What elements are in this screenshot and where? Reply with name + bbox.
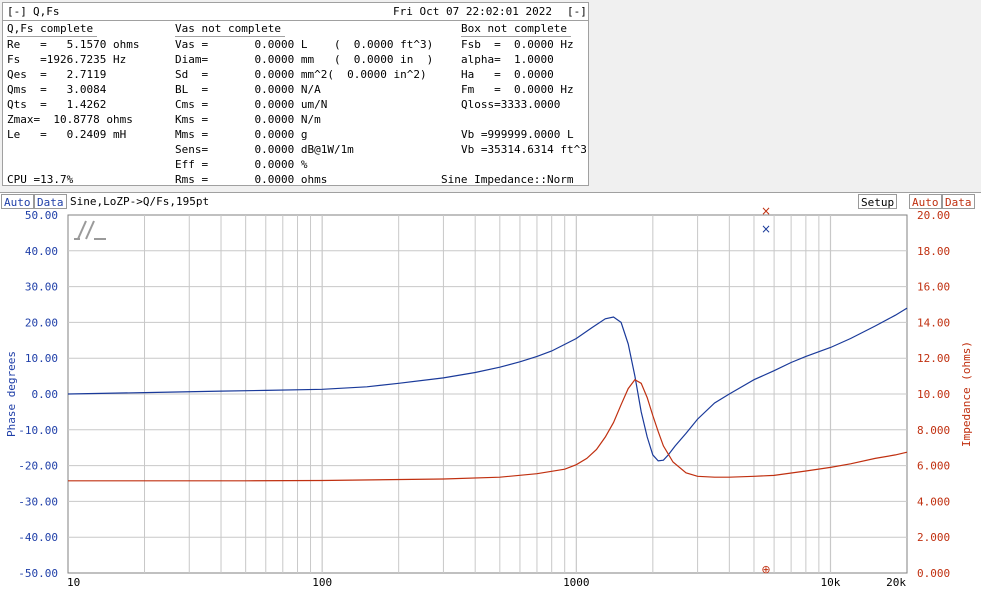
- cpu-readout: CPU =13.7%: [7, 173, 74, 186]
- left-tick-label: 30.00: [25, 281, 58, 294]
- x-tick-label: 10k: [821, 576, 841, 589]
- left-axis-title: Phase degrees: [5, 351, 18, 437]
- x-tick-label: 20k: [886, 576, 906, 589]
- right-tick-label: 8.000: [917, 424, 950, 437]
- right-tick-label: 16.00: [917, 281, 950, 294]
- vas-line: BL = 0.0000 N/A: [175, 83, 321, 96]
- box-header: Box not complete: [461, 22, 571, 37]
- vas-line: Sens= 0.0000 dB@1W/1m: [175, 143, 354, 156]
- left-data-button[interactable]: Data: [34, 194, 67, 209]
- left-tick-label: 50.00: [25, 209, 58, 222]
- left-tick-label: -20.00: [18, 460, 58, 473]
- box-line: alpha= 1.0000: [461, 53, 554, 66]
- vas-line: Rms = 0.0000 ohms: [175, 173, 328, 186]
- qfs-header: Q,Fs complete: [7, 22, 98, 37]
- left-tick-label: -30.00: [18, 495, 58, 508]
- left-tick-label: -40.00: [18, 531, 58, 544]
- mode-readout: Sine Impedance::Norm: [441, 173, 574, 186]
- box-line: Ha = 0.0000: [461, 68, 554, 81]
- vas-header: Vas not complete: [175, 22, 285, 37]
- right-tick-label: 10.00: [917, 388, 950, 401]
- qfs-line: Fs =1926.7235 Hz: [7, 53, 127, 66]
- setup-button[interactable]: Setup: [858, 194, 898, 209]
- right-axis-title: Impedance (ohms): [960, 341, 973, 447]
- right-tick-label: 0.000: [917, 567, 950, 580]
- right-data-button[interactable]: Data: [942, 194, 975, 209]
- plot-title: Sine,LoZP->Q/Fs,195pt: [70, 195, 210, 208]
- box-line: Vb =35314.6314 ft^3: [461, 143, 587, 156]
- box-line: Fm = 0.0000 Hz: [461, 83, 574, 96]
- qfs-line: Le = 0.2409 mH: [7, 128, 127, 141]
- right-auto-button[interactable]: Auto: [909, 194, 942, 209]
- phase-cursor-marker: ×: [761, 222, 771, 236]
- left-tick-label: 0.00: [32, 388, 59, 401]
- vas-line: Kms = 0.0000 N/m: [175, 113, 321, 126]
- right-tick-label: 20.00: [917, 209, 950, 222]
- left-tick-label: -50.00: [18, 567, 58, 580]
- x-tick-label: 100: [312, 576, 332, 589]
- box-line: Vb =999999.0000 L: [461, 128, 574, 141]
- right-tick-label: 12.00: [917, 352, 950, 365]
- window-title: Q,Fs: [33, 5, 60, 18]
- left-tick-label: 40.00: [25, 245, 58, 258]
- qfs-line: Qms = 3.0084: [7, 83, 107, 96]
- x-tick-label: 10: [67, 576, 80, 589]
- qfs-line: Qes = 2.7119: [7, 68, 107, 81]
- vas-line: Cms = 0.0000 um/N: [175, 98, 328, 111]
- box-line: Qloss=3333.0000: [461, 98, 561, 111]
- right-tick-label: 18.00: [917, 245, 950, 258]
- vas-line: Diam= 0.0000 mm ( 0.0000 in ): [175, 53, 434, 66]
- impedance-curve: [68, 378, 908, 482]
- window-title-bar: [-] Q,Fs Fri Oct 07 22:02:01 2022 [-]: [3, 3, 588, 21]
- vas-line: Mms = 0.0000 g: [175, 128, 308, 141]
- right-tick-label: 4.000: [917, 495, 950, 508]
- left-tick-label: 20.00: [25, 316, 58, 329]
- bottom-cursor-marker: ⊕: [761, 563, 770, 576]
- app-logo-icon: [74, 220, 106, 240]
- vas-line: Sd = 0.0000 mm^2( 0.0000 in^2): [175, 68, 427, 81]
- impedance-cursor-marker: ×: [761, 204, 771, 218]
- window-menu-button[interactable]: [-]: [7, 5, 27, 18]
- phase-curve: [67, 307, 908, 462]
- left-tick-label: 10.00: [25, 352, 58, 365]
- vas-line: Vas = 0.0000 L ( 0.0000 ft^3): [175, 38, 434, 51]
- vas-line: Eff = 0.0000 %: [175, 158, 308, 171]
- qfs-line: Re = 5.1570 ohms: [7, 38, 140, 51]
- right-tick-label: 14.00: [917, 316, 950, 329]
- left-tick-label: -10.00: [18, 424, 58, 437]
- x-tick-label: 1000: [563, 576, 590, 589]
- parameter-panel: [-] Q,Fs Fri Oct 07 22:02:01 2022 [-] Q,…: [2, 2, 589, 186]
- qfs-line: Zmax= 10.8778 ohms: [7, 113, 133, 126]
- window-collapse-button[interactable]: [-]: [567, 5, 587, 18]
- impedance-phase-chart[interactable]: 50.00 40.00 30.00 20.00 10.00 0.00 -10.00 -20.0…: [0, 193, 981, 597]
- right-tick-label: 2.000: [917, 531, 950, 544]
- qfs-line: Qts = 1.4262: [7, 98, 107, 111]
- datetime-readout: Fri Oct 07 22:02:01 2022: [393, 5, 552, 18]
- plot-area: 50.00 40.00 30.00 20.00 10.00 0.00 -10.00 -20.0…: [0, 192, 981, 597]
- right-tick-label: 6.000: [917, 460, 950, 473]
- box-line: Fsb = 0.0000 Hz: [461, 38, 574, 51]
- left-auto-button[interactable]: Auto: [1, 194, 34, 209]
